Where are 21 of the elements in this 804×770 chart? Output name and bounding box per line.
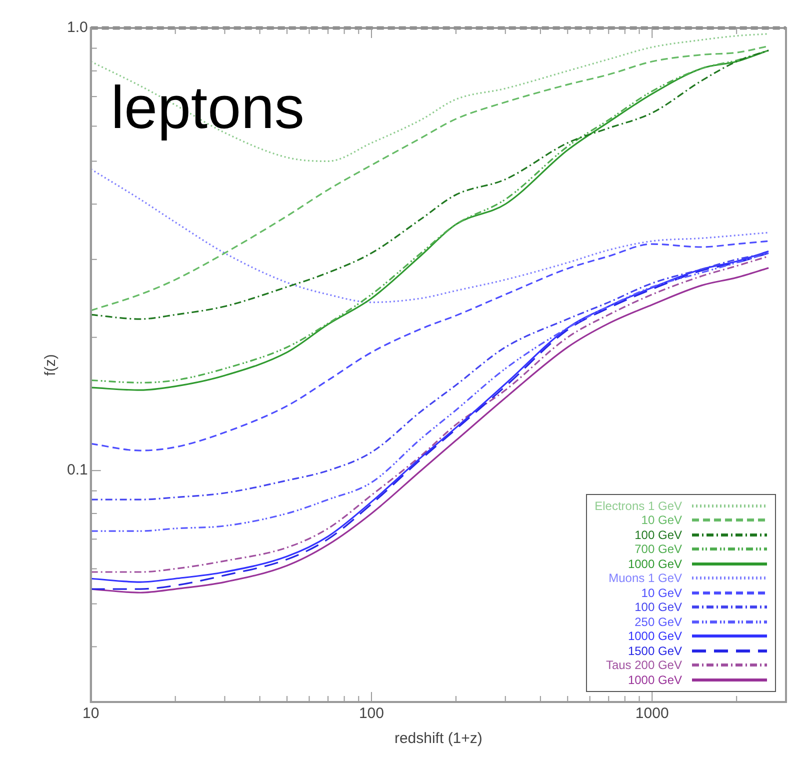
text: 1000 GeV bbox=[628, 629, 682, 644]
text: 10 GeV bbox=[641, 513, 682, 528]
text: 1000 GeV bbox=[628, 672, 682, 687]
text: 1500 GeV bbox=[628, 644, 682, 658]
x-tick-label: 1000 bbox=[635, 705, 669, 722]
text: 10 GeV bbox=[641, 586, 682, 600]
text: 250 GeV bbox=[634, 614, 682, 629]
text: Taus 200 GeV bbox=[606, 658, 682, 672]
text: 700 GeV bbox=[634, 542, 682, 556]
y-tick-label: 1.0 bbox=[66, 19, 88, 36]
x-tick-label: 10 bbox=[82, 705, 100, 722]
text: Muons 1 GeV bbox=[608, 571, 682, 586]
text: 100 GeV bbox=[634, 528, 682, 542]
text: leptons bbox=[110, 74, 304, 141]
x-tick-label: 100 bbox=[358, 705, 384, 722]
text: 100 GeV bbox=[634, 600, 682, 614]
y-tick-label: 0.1 bbox=[66, 462, 88, 479]
y-axis-title: f(z) bbox=[42, 354, 60, 376]
text: Electrons 1 GeV bbox=[594, 498, 682, 513]
x-axis-title: redshift (1+z) bbox=[394, 730, 482, 748]
text: 1000 GeV bbox=[628, 556, 682, 571]
